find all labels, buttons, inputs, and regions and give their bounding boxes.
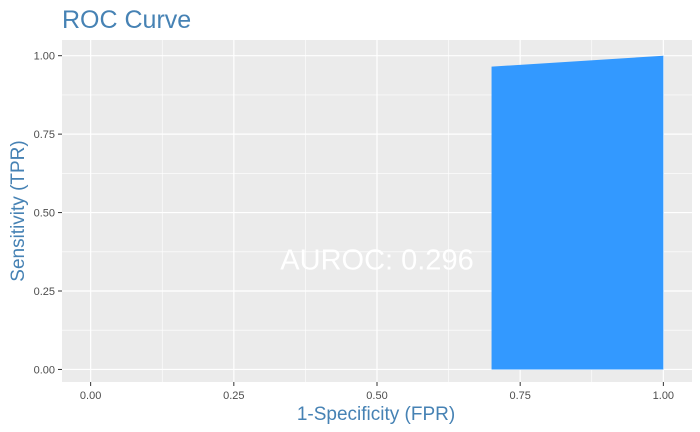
grid-major (62, 40, 692, 382)
roc-area (491, 55, 664, 370)
y-axis: 0.00 0.25 0.50 0.75 1.00 (34, 51, 62, 376)
y-tick-label: 0.25 (34, 286, 55, 298)
chart-title: ROC Curve (62, 6, 191, 34)
x-tick-label: 1.00 (653, 390, 674, 402)
x-axis: 0.00 0.25 0.50 0.75 1.00 (80, 382, 674, 402)
x-tick-label: 0.75 (509, 390, 530, 402)
x-tick-label: 0.25 (223, 390, 244, 402)
y-axis-title: Sensitivity (TPR) (8, 140, 29, 281)
y-tick-label: 0.50 (34, 208, 55, 220)
x-tick-label: 0.50 (366, 390, 387, 402)
auroc-annotation: AUROC: 0.296 (280, 245, 473, 277)
series-layer (491, 55, 664, 370)
y-tick-label: 1.00 (34, 51, 55, 63)
y-tick-label: 0.75 (34, 129, 55, 141)
x-axis-title: 1-Specificity (FPR) (297, 404, 455, 425)
x-tick-label: 0.00 (80, 390, 101, 402)
y-tick-label: 0.00 (34, 364, 55, 376)
